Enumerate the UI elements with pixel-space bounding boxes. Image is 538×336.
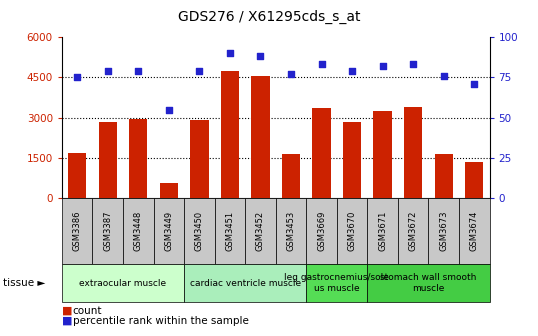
Text: GSM3674: GSM3674 — [470, 211, 479, 251]
Bar — [190, 120, 209, 198]
Text: GSM3672: GSM3672 — [409, 211, 417, 251]
Point — [225, 50, 234, 56]
Text: GSM3386: GSM3386 — [73, 211, 82, 251]
Text: tissue ►: tissue ► — [3, 278, 45, 288]
Point — [348, 68, 356, 74]
Point — [470, 81, 479, 86]
Point — [73, 75, 81, 80]
Text: GSM3451: GSM3451 — [225, 211, 235, 251]
Bar — [404, 107, 422, 198]
Text: GSM3387: GSM3387 — [103, 211, 112, 251]
Bar — [343, 122, 362, 198]
Text: GSM3448: GSM3448 — [134, 211, 143, 251]
Bar — [160, 183, 178, 198]
Text: GDS276 / X61295cds_s_at: GDS276 / X61295cds_s_at — [178, 10, 360, 24]
Point — [103, 68, 112, 74]
Point — [409, 62, 417, 67]
Text: GSM3671: GSM3671 — [378, 211, 387, 251]
Bar — [313, 108, 331, 198]
Bar — [282, 154, 300, 198]
Point — [195, 68, 204, 74]
Bar — [221, 71, 239, 198]
Text: GSM3673: GSM3673 — [439, 211, 448, 251]
Text: percentile rank within the sample: percentile rank within the sample — [73, 316, 249, 326]
Point — [165, 107, 173, 112]
Point — [440, 73, 448, 78]
Point — [317, 62, 326, 67]
Text: extraocular muscle: extraocular muscle — [80, 279, 167, 288]
Text: cardiac ventricle muscle: cardiac ventricle muscle — [189, 279, 301, 288]
Bar — [98, 122, 117, 198]
Text: ■: ■ — [62, 306, 73, 316]
Bar — [251, 76, 270, 198]
Bar — [373, 111, 392, 198]
Bar — [465, 162, 484, 198]
Text: leg gastrocnemius/sole
us muscle: leg gastrocnemius/sole us muscle — [285, 274, 390, 293]
Bar — [68, 153, 86, 198]
Point — [134, 68, 143, 74]
Text: GSM3453: GSM3453 — [287, 211, 295, 251]
Text: GSM3450: GSM3450 — [195, 211, 204, 251]
Text: GSM3670: GSM3670 — [348, 211, 357, 251]
Text: GSM3669: GSM3669 — [317, 211, 326, 251]
Bar — [435, 154, 453, 198]
Bar — [129, 119, 147, 198]
Point — [378, 63, 387, 69]
Point — [287, 71, 295, 77]
Text: GSM3449: GSM3449 — [164, 211, 173, 251]
Text: count: count — [73, 306, 102, 316]
Text: ■: ■ — [62, 316, 73, 326]
Text: GSM3452: GSM3452 — [256, 211, 265, 251]
Point — [256, 54, 265, 59]
Text: stomach wall smooth
muscle: stomach wall smooth muscle — [380, 274, 477, 293]
